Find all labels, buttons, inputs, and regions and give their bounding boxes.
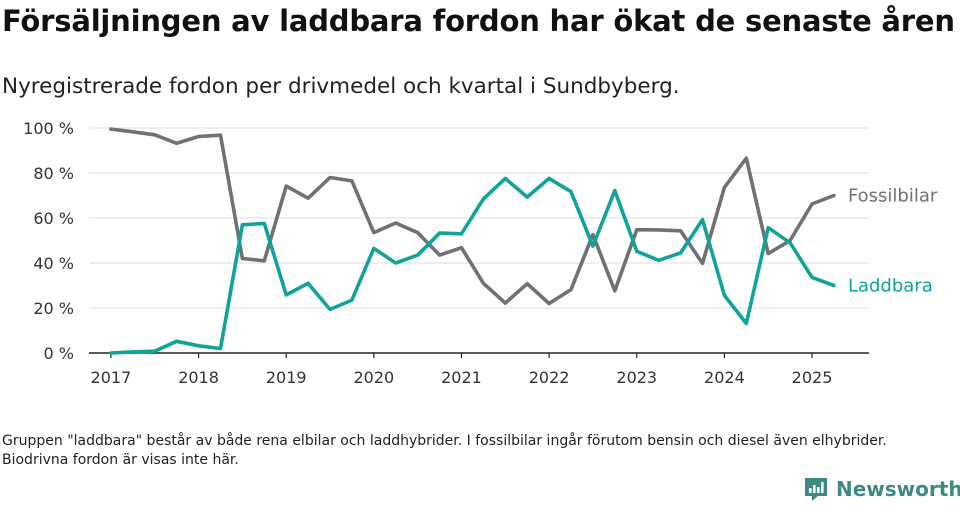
- y-tick-label: 60 %: [33, 209, 74, 228]
- y-tick-label: 40 %: [33, 254, 74, 273]
- newsworthy-logo: Newsworthy: [803, 474, 960, 504]
- x-tick-label: 2024: [704, 368, 745, 387]
- series-labels: Fossilbilar Laddbara: [848, 186, 938, 297]
- series-lines: [109, 127, 836, 355]
- series-label-fossilbilar: Fossilbilar: [848, 186, 938, 207]
- x-tick-label: 2020: [353, 368, 394, 387]
- y-tick-label: 0 %: [44, 344, 74, 363]
- x-tick-label: 2025: [792, 368, 833, 387]
- chart-title: Försäljningen av laddbara fordon har öka…: [2, 4, 955, 38]
- x-tick-label: 2021: [441, 368, 482, 387]
- footnote: Gruppen "laddbara" består av både rena e…: [2, 433, 887, 468]
- chart-subtitle: Nyregistrerade fordon per drivmedel och …: [2, 74, 680, 99]
- y-tick-label: 80 %: [33, 164, 74, 183]
- x-tick-label: 2018: [178, 368, 219, 387]
- series-line-fossilbilar: [109, 127, 836, 306]
- x-tick-label: 2022: [529, 368, 570, 387]
- gridlines: [89, 127, 869, 309]
- axes: 0 % 20 % 40 % 60 % 80 % 100 % 2017 2018 2019 2020…: [23, 119, 869, 387]
- y-tick-label: 100 %: [23, 119, 74, 138]
- series-line-laddbara: [109, 176, 836, 355]
- y-tick-label: 20 %: [33, 299, 74, 318]
- x-tick-label: 2019: [266, 368, 307, 387]
- newsworthy-logo-icon: [805, 478, 827, 501]
- line-chart: 0 % 20 % 40 % 60 % 80 % 100 % 2017 2018 2019 2020…: [23, 119, 938, 387]
- series-label-laddbara: Laddbara: [848, 276, 933, 297]
- x-tick-label: 2017: [91, 368, 132, 387]
- x-tick-label: 2023: [616, 368, 657, 387]
- brand-name: Newsworthy: [836, 477, 960, 501]
